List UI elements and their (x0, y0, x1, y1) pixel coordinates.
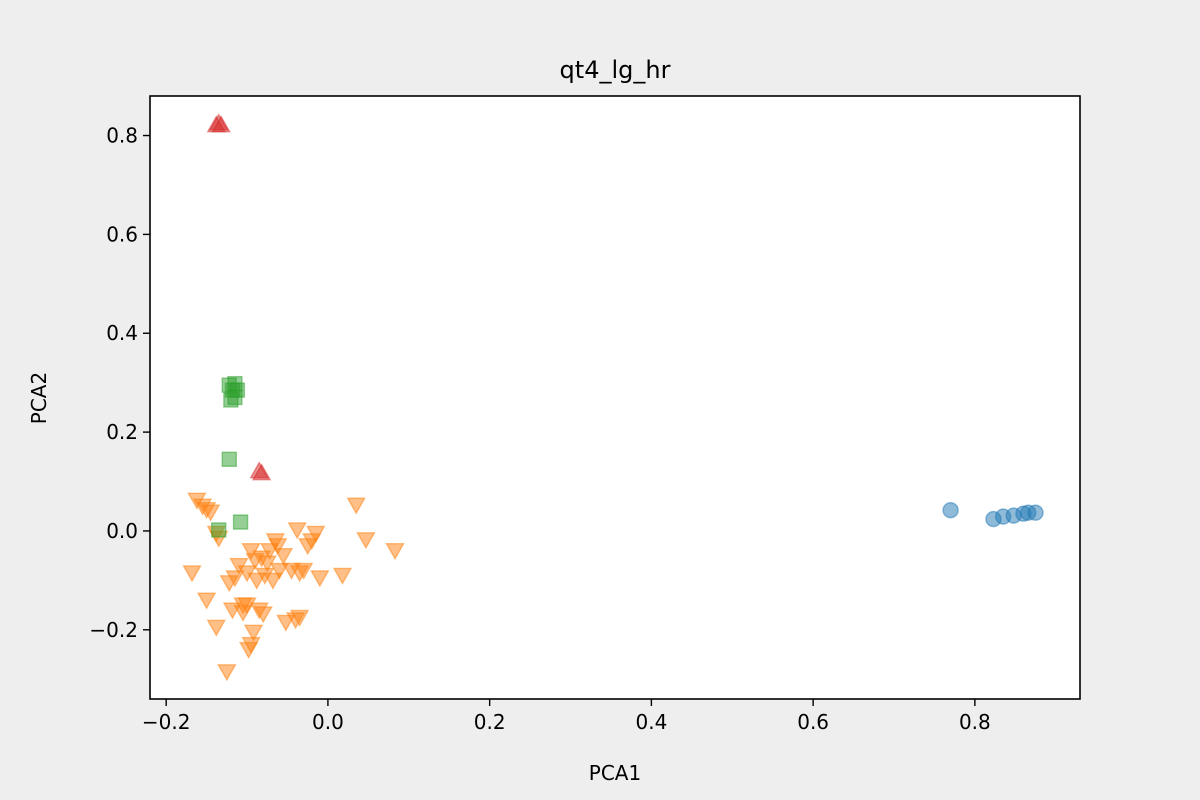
y-tick-label: 0.0 (106, 519, 138, 543)
y-axis-ticks: −0.2 0.0 0.2 0.4 0.6 0.8 (89, 124, 150, 642)
x-axis-ticks: −0.2 0.0 0.2 0.4 0.6 0.8 (142, 699, 991, 734)
data-point-triangle-down (273, 547, 294, 566)
data-point-triangle-down (356, 532, 376, 550)
data-point-triangle-down (237, 597, 257, 615)
data-point-triangle-down (269, 562, 290, 580)
x-tick-label: 0.4 (635, 710, 667, 734)
data-point-triangle-down (306, 525, 326, 543)
y-tick-label: −0.2 (89, 618, 138, 642)
data-point-triangle-down (346, 497, 366, 515)
data-point-circle (942, 501, 959, 519)
data-point-triangle-down (253, 606, 273, 624)
y-tick-label: 0.6 (106, 222, 138, 246)
data-points (182, 113, 1044, 682)
data-point-triangle-down (182, 565, 202, 583)
data-point-square (221, 451, 237, 467)
x-tick-label: 0.0 (312, 710, 344, 734)
data-point-triangle-down (289, 609, 310, 627)
data-point-square (232, 514, 249, 530)
data-point-triangle-down (332, 567, 353, 585)
x-tick-label: 0.6 (797, 710, 829, 734)
x-axis-label: PCA1 (589, 761, 641, 785)
data-point-triangle-down (206, 619, 227, 637)
data-point-triangle-up (211, 115, 231, 133)
data-point-triangle-down (225, 570, 245, 588)
y-tick-label: 0.4 (106, 321, 138, 345)
data-point-triangle-down (268, 538, 288, 556)
data-point-square (227, 389, 243, 406)
data-point-circle (1027, 504, 1044, 521)
data-point-triangle-up (251, 463, 272, 481)
x-tick-label: −0.2 (142, 710, 191, 734)
plot-frame (149, 95, 1081, 700)
y-axis-label: PCA2 (27, 372, 51, 424)
data-point-triangle-down (263, 572, 283, 590)
data-point-triangle-down (217, 664, 237, 682)
data-point-triangle-down (241, 636, 261, 655)
data-point-square (211, 522, 227, 538)
plot-area (150, 96, 1080, 699)
data-point-triangle-down (196, 592, 217, 610)
data-point-triangle-down (385, 543, 405, 561)
data-point-triangle-down (287, 522, 307, 540)
data-point-triangle-down (310, 570, 330, 588)
data-point-triangle-down (200, 504, 221, 522)
y-tick-label: 0.8 (106, 124, 138, 148)
data-point-triangle-down (293, 562, 314, 580)
chart-title: qt4_lg_hr (560, 56, 671, 84)
data-point-triangle-down (243, 624, 264, 642)
x-tick-label: 0.2 (474, 710, 506, 734)
x-tick-label: 0.8 (959, 710, 991, 734)
y-tick-label: 0.2 (106, 420, 138, 444)
